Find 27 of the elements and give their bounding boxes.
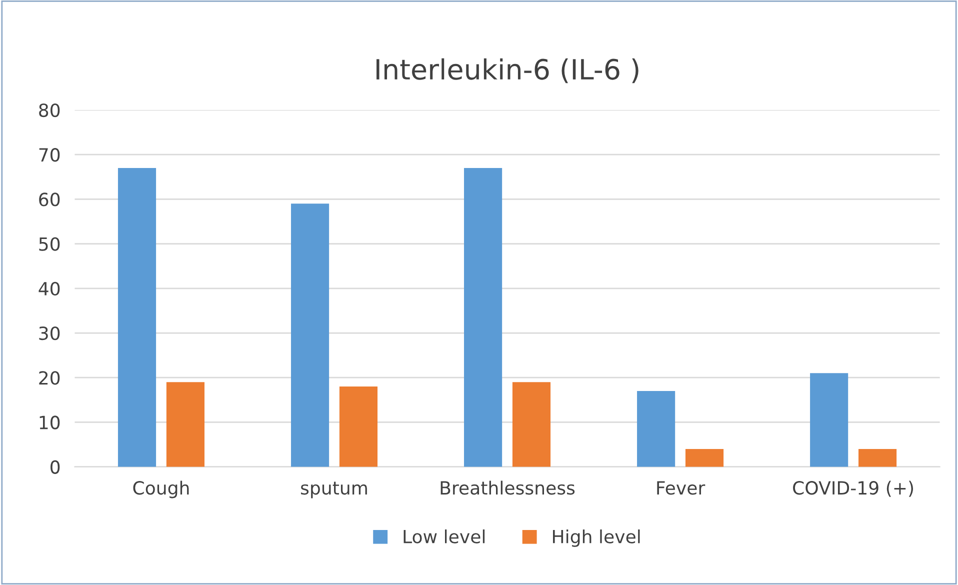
y-tick-label: 60 <box>39 192 60 206</box>
x-tick-label: Cough <box>133 480 189 498</box>
y-tick-label: 40 <box>38 282 60 296</box>
legend-label: High level <box>553 529 640 547</box>
x-tick-label: Breathlessness <box>440 480 575 495</box>
bar <box>637 391 676 467</box>
bar <box>166 382 204 467</box>
bar <box>512 382 551 467</box>
y-tick-label: 70 <box>39 148 60 162</box>
x-tick-label: COVID-19 (+) <box>793 480 913 497</box>
bar <box>858 448 897 467</box>
bar <box>118 168 156 467</box>
y-tick-label: 10 <box>40 416 60 430</box>
y-tick-label: 30 <box>39 326 60 340</box>
legend-label: Low level <box>404 529 485 544</box>
x-tick-label: Fever <box>657 481 706 495</box>
bar <box>810 373 848 467</box>
y-tick-label: 0 <box>50 460 60 474</box>
y-tick-label: 80 <box>39 103 60 118</box>
y-tick-label: 20 <box>39 371 60 385</box>
x-tick-label: sputum <box>301 482 367 498</box>
bar <box>464 168 502 467</box>
y-tick-label: 50 <box>39 237 60 251</box>
bar <box>685 448 724 467</box>
chart-title: Interleukin-6 (IL-6 ) <box>376 58 638 84</box>
bar <box>290 204 330 467</box>
bar <box>339 386 378 467</box>
